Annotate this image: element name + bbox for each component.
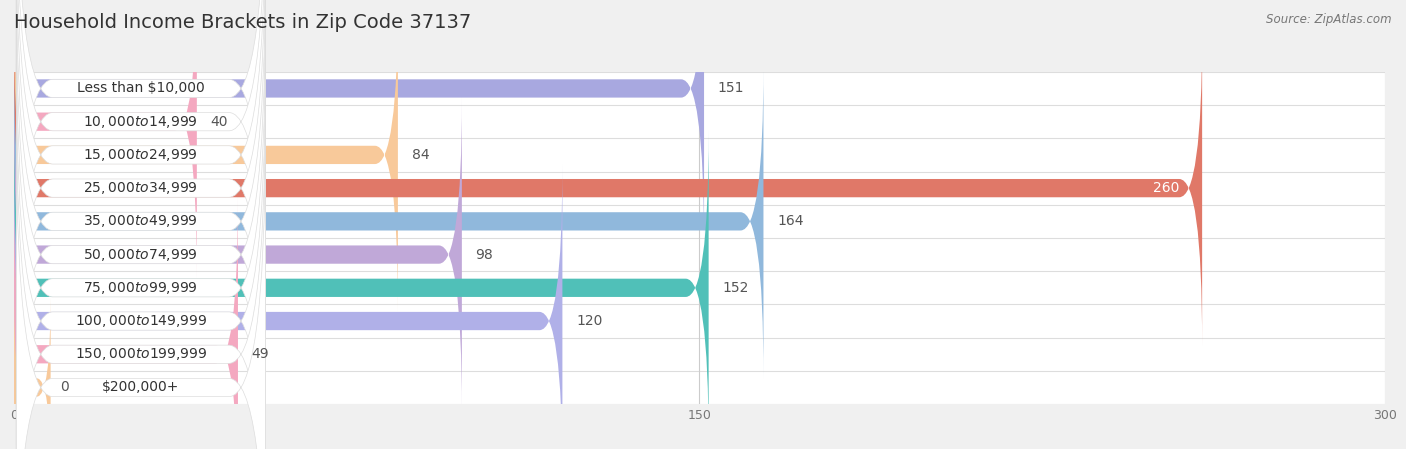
Bar bbox=[14, 172, 1385, 205]
Text: $100,000 to $149,999: $100,000 to $149,999 bbox=[75, 313, 207, 329]
Text: $15,000 to $24,999: $15,000 to $24,999 bbox=[83, 147, 198, 163]
Text: Source: ZipAtlas.com: Source: ZipAtlas.com bbox=[1267, 13, 1392, 26]
Text: $10,000 to $14,999: $10,000 to $14,999 bbox=[83, 114, 198, 130]
Text: 260: 260 bbox=[1153, 181, 1180, 195]
FancyBboxPatch shape bbox=[14, 0, 704, 246]
FancyBboxPatch shape bbox=[14, 131, 709, 445]
FancyBboxPatch shape bbox=[14, 31, 1202, 345]
FancyBboxPatch shape bbox=[17, 0, 266, 379]
FancyBboxPatch shape bbox=[17, 64, 266, 449]
Text: 164: 164 bbox=[778, 214, 804, 229]
Text: $150,000 to $199,999: $150,000 to $199,999 bbox=[75, 346, 207, 362]
FancyBboxPatch shape bbox=[17, 0, 266, 445]
FancyBboxPatch shape bbox=[17, 0, 266, 345]
Text: 120: 120 bbox=[576, 314, 603, 328]
FancyBboxPatch shape bbox=[14, 164, 562, 449]
Bar bbox=[14, 304, 1385, 338]
FancyBboxPatch shape bbox=[17, 0, 266, 449]
Bar bbox=[14, 205, 1385, 238]
Bar bbox=[14, 238, 1385, 271]
FancyBboxPatch shape bbox=[14, 0, 398, 312]
Bar bbox=[14, 338, 1385, 371]
Text: 98: 98 bbox=[475, 247, 494, 262]
Text: 84: 84 bbox=[412, 148, 429, 162]
FancyBboxPatch shape bbox=[17, 0, 266, 412]
Text: 0: 0 bbox=[60, 380, 69, 395]
Text: $50,000 to $74,999: $50,000 to $74,999 bbox=[83, 247, 198, 263]
FancyBboxPatch shape bbox=[14, 97, 463, 412]
Text: $25,000 to $34,999: $25,000 to $34,999 bbox=[83, 180, 198, 196]
Text: $35,000 to $49,999: $35,000 to $49,999 bbox=[83, 213, 198, 229]
Bar bbox=[14, 371, 1385, 404]
Text: 151: 151 bbox=[718, 81, 744, 96]
FancyBboxPatch shape bbox=[17, 31, 266, 449]
FancyBboxPatch shape bbox=[14, 64, 763, 379]
Bar bbox=[14, 138, 1385, 172]
FancyBboxPatch shape bbox=[14, 0, 197, 279]
Text: 49: 49 bbox=[252, 347, 270, 361]
Bar bbox=[14, 72, 1385, 105]
Text: Less than $10,000: Less than $10,000 bbox=[77, 81, 205, 96]
FancyBboxPatch shape bbox=[17, 97, 266, 449]
FancyBboxPatch shape bbox=[14, 197, 238, 449]
Text: 152: 152 bbox=[723, 281, 749, 295]
Bar bbox=[14, 105, 1385, 138]
FancyBboxPatch shape bbox=[14, 297, 51, 449]
FancyBboxPatch shape bbox=[17, 131, 266, 449]
Text: Household Income Brackets in Zip Code 37137: Household Income Brackets in Zip Code 37… bbox=[14, 13, 471, 32]
FancyBboxPatch shape bbox=[17, 0, 266, 449]
Text: $200,000+: $200,000+ bbox=[103, 380, 180, 395]
Text: 40: 40 bbox=[211, 114, 228, 129]
Text: $75,000 to $99,999: $75,000 to $99,999 bbox=[83, 280, 198, 296]
Bar bbox=[14, 271, 1385, 304]
